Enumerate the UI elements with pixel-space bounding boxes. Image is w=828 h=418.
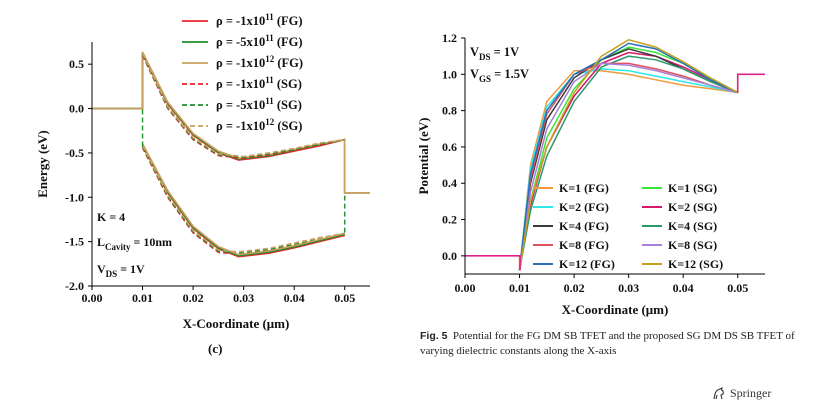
- right-y-tick-label: 0.6: [442, 140, 457, 154]
- right-legend-label-9: K=12 (SG): [668, 257, 723, 271]
- left-x-axis-label: X-Coordinate (μm): [183, 316, 290, 331]
- left-y-tick-label: -1.0: [65, 190, 84, 204]
- caption-label: Fig. 5: [420, 330, 448, 342]
- left-legend-label-2: ρ = -1x1012 (FG): [216, 54, 303, 70]
- panel-label: (c): [208, 341, 223, 356]
- left-y-tick-label: -1.5: [65, 235, 84, 249]
- left-x-tick-label: 0.00: [82, 291, 103, 305]
- left-legend-label-5: ρ = -1x1012 (SG): [216, 117, 302, 133]
- left-x-tick-label: 0.01: [132, 291, 153, 305]
- right-legend-label-7: K=8 (SG): [668, 238, 717, 252]
- valence-band-sg-2: [141, 145, 345, 253]
- right-y-tick-label: 0.8: [442, 104, 457, 118]
- annot-lcavity: LCavity = 10nm: [97, 235, 172, 252]
- right-x-tick-label: 0.01: [509, 281, 530, 295]
- publisher-name: Springer: [730, 386, 772, 400]
- right-y-tick-label: 0.0: [442, 249, 457, 263]
- left-y-tick-label: 0.5: [69, 57, 84, 71]
- right-x-tick-label: 0.04: [673, 281, 694, 295]
- right-legend-label-1: K=1 (SG): [668, 181, 717, 195]
- right-series-line-8: [518, 42, 739, 271]
- right-legend-label-8: K=12 (FG): [559, 257, 615, 271]
- right-series-line-5: [518, 55, 738, 271]
- left-legend-label-1: ρ = -5x1011 (FG): [216, 33, 303, 49]
- caption-text: Potential for the FG DM SB TFET and the …: [420, 330, 795, 357]
- drain-contact-line: [736, 73, 765, 93]
- left-x-tick-label: 0.03: [233, 291, 254, 305]
- right-legend-label-5: K=4 (SG): [668, 219, 717, 233]
- annot-k: K = 4: [97, 210, 125, 224]
- right-y-tick-label: 1.2: [442, 31, 457, 45]
- left-legend-label-3: ρ = -1x1011 (SG): [216, 75, 302, 91]
- valence-band-sg-1: [141, 146, 345, 254]
- right-series-line-1: [518, 46, 739, 271]
- left-y-axis-label: Energy (eV): [35, 130, 50, 198]
- right-x-tick-label: 0.03: [618, 281, 639, 295]
- right-x-tick-label: 0.02: [564, 281, 585, 295]
- source-contact-line: [465, 255, 521, 271]
- right-y-axis-label: Potential (eV): [416, 118, 431, 195]
- springer-horse-icon: [713, 386, 724, 399]
- right-series-line-7: [518, 62, 738, 271]
- right-series-line-9: [518, 38, 739, 271]
- figure-caption: Fig. 5 Potential for the FG DM SB TFET a…: [420, 329, 800, 359]
- right-legend-label-6: K=8 (FG): [559, 238, 609, 252]
- right-legend-label-3: K=2 (SG): [668, 200, 717, 214]
- left-y-tick-label: 0.0: [69, 102, 84, 116]
- right-x-tick-label: 0.00: [455, 281, 476, 295]
- annot-vds: VDS = 1V: [470, 45, 519, 62]
- right-series-line-6: [518, 62, 738, 271]
- right-y-tick-label: 0.2: [442, 213, 457, 227]
- left-x-tick-label: 0.04: [284, 291, 305, 305]
- left-y-tick-label: -2.0: [65, 279, 84, 293]
- left-x-tick-label: 0.02: [183, 291, 204, 305]
- left-legend-label-4: ρ = -5x1011 (SG): [216, 96, 302, 112]
- right-legend-label-2: K=2 (FG): [559, 200, 609, 214]
- right-y-tick-label: 1.0: [442, 67, 457, 81]
- right-y-tick-label: 0.4: [442, 176, 457, 190]
- left-x-tick-label: 0.05: [334, 291, 355, 305]
- right-legend-label-4: K=4 (FG): [559, 219, 609, 233]
- left-series-line-5: [141, 53, 345, 158]
- right-series-line-0: [465, 69, 765, 271]
- valence-band-fg-2: [141, 143, 345, 256]
- right-x-axis-label: X-Coordinate (μm): [562, 302, 669, 317]
- publisher-brand: Springer: [712, 386, 771, 401]
- annot-vds: VDS = 1V: [97, 262, 145, 279]
- left-y-tick-label: -0.5: [65, 146, 84, 160]
- right-series-line-2: [518, 68, 738, 271]
- left-legend-label-0: ρ = -1x1011 (FG): [216, 12, 303, 28]
- right-legend-label-0: K=1 (FG): [559, 181, 609, 195]
- right-x-tick-label: 0.05: [727, 281, 748, 295]
- annot-vgs: VGS = 1.5V: [470, 67, 529, 84]
